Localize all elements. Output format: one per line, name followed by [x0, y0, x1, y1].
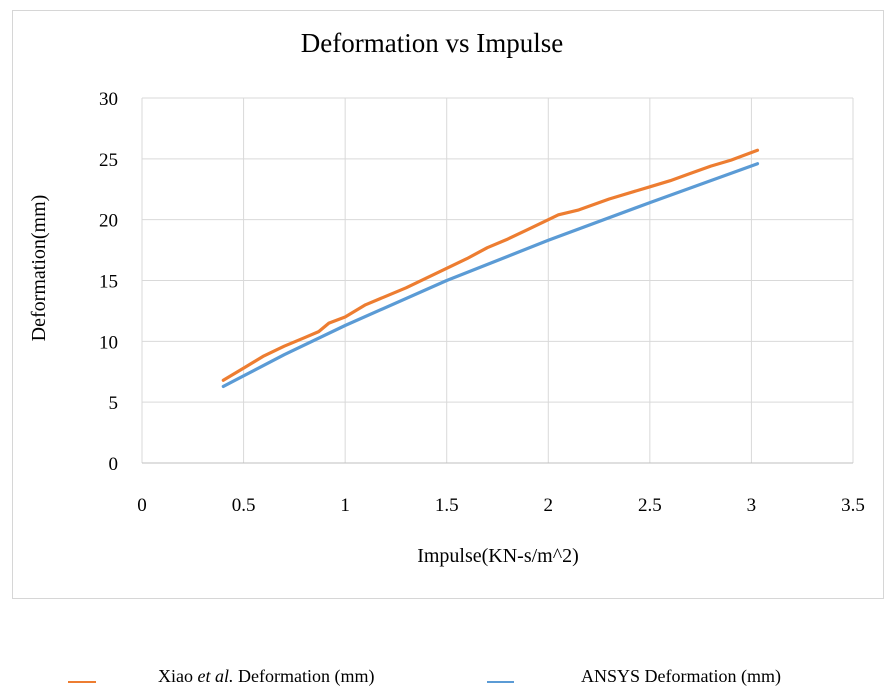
series-line-xiao [221, 148, 760, 382]
x-tick-label-7: 3.5 [841, 495, 865, 516]
chart-title: Deformation vs Impulse [301, 28, 563, 58]
x-tick-label-6: 3 [747, 495, 757, 516]
x-tick-label-3: 1.5 [435, 495, 459, 516]
x-tick-label-1: 0.5 [232, 495, 256, 516]
legend-label-xiao-italic: et al. [198, 666, 234, 686]
y-tick-label-6: 30 [99, 89, 118, 110]
x-tick-label-4: 2 [544, 495, 554, 516]
y-tick-label-0: 0 [109, 454, 119, 475]
grid-layer [141, 97, 854, 464]
legend-label-xiao: Xiao et al. Deformation (mm) [158, 666, 374, 687]
legend-label-xiao-prefix: Xiao [158, 666, 198, 686]
legend-label-ansys: ANSYS Deformation (mm) [581, 666, 781, 687]
y-axis-title: Deformation(mm) [28, 195, 50, 342]
series-layer [221, 148, 760, 388]
legend-label-xiao-suffix: Deformation (mm) [234, 666, 375, 687]
chart-frame [12, 10, 884, 599]
x-tick-label-0: 0 [137, 495, 147, 516]
series-line-ansys [221, 162, 760, 388]
legend: Xiao et al. Deformation (mm) ANSYS Defor… [68, 666, 781, 687]
y-tick-label-1: 5 [109, 393, 119, 414]
y-tick-label-5: 25 [99, 150, 118, 171]
y-tick-label-4: 20 [99, 211, 118, 232]
x-tick-label-2: 1 [340, 495, 350, 516]
tick-layer: 0 5 10 15 20 25 30 0 0.5 1 1.5 2 2.5 3 3.5 [99, 89, 865, 516]
x-axis-title: Impulse(KN-s/m^2) [417, 545, 579, 567]
y-tick-label-2: 10 [99, 332, 118, 353]
y-tick-label-3: 15 [99, 272, 118, 293]
x-tick-label-5: 2.5 [638, 495, 662, 516]
